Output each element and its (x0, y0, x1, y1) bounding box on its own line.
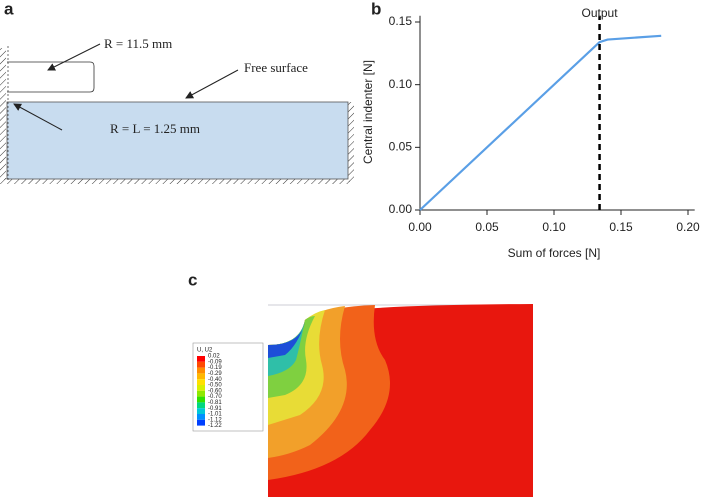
annotation: R = L = 1.25 mm (110, 121, 200, 136)
y-tick-label: 0.05 (389, 140, 413, 154)
legend-swatch (197, 356, 205, 362)
x-tick-label: 0.15 (609, 220, 633, 234)
legend-swatch (197, 379, 205, 385)
annotation: Output (582, 6, 619, 20)
legend-swatch (197, 373, 205, 380)
line (419, 34, 662, 211)
legend-swatch (197, 367, 205, 374)
legend-label: 0.02 (208, 354, 220, 360)
legend-label: -1.22 (208, 423, 222, 429)
legend-label: -0.50 (208, 383, 222, 389)
legend-swatch (197, 402, 205, 409)
arrow (13, 103, 63, 131)
legend-swatch (197, 414, 205, 420)
legend-swatch (197, 396, 205, 403)
legend-label: -0.81 (208, 400, 222, 406)
annotation: Free surface (244, 60, 308, 75)
arrow (47, 43, 101, 71)
legend-label: -1.01 (208, 412, 222, 418)
domain (6, 101, 349, 180)
legend-title: U, U2 (197, 348, 213, 354)
legend-swatch (197, 385, 205, 391)
indenter (7, 61, 95, 93)
legend-swatch (197, 361, 205, 368)
y-axis-label: Central indenter [N] (361, 60, 375, 164)
legend-label: -1.12 (208, 417, 222, 423)
x-tick-label: 0.20 (676, 220, 700, 234)
y-tick-label: 0.00 (389, 202, 413, 216)
panel-label: b (371, 0, 381, 18)
legend-label: -0.60 (208, 388, 222, 394)
legend-swatch (197, 419, 205, 426)
y-tick-label: 0.10 (389, 77, 413, 91)
legend-swatch (197, 390, 205, 397)
legend-label: -0.09 (208, 359, 222, 365)
hatch-bottom (0, 178, 350, 184)
panel-label: c (188, 270, 197, 289)
annotation: R = 11.5 mm (104, 36, 172, 51)
legend-label: -0.19 (208, 365, 222, 371)
legend-label: -0.70 (208, 394, 222, 400)
legend-label: -0.29 (208, 371, 222, 377)
contour-plot (268, 304, 533, 497)
x-tick-label: 0.05 (475, 220, 499, 234)
legend-swatch (197, 408, 205, 414)
legend-label: -0.40 (208, 377, 222, 383)
arrow (185, 69, 239, 99)
x-tick-label: 0.00 (408, 220, 432, 234)
panel-label: a (4, 0, 14, 18)
hatch-right (348, 102, 354, 182)
x-axis-label: Sum of forces [N] (508, 246, 601, 260)
legend-label: -0.91 (208, 406, 222, 412)
y-tick-label: 0.15 (389, 14, 413, 28)
hatch-left (0, 48, 6, 180)
x-tick-label: 0.10 (542, 220, 566, 234)
